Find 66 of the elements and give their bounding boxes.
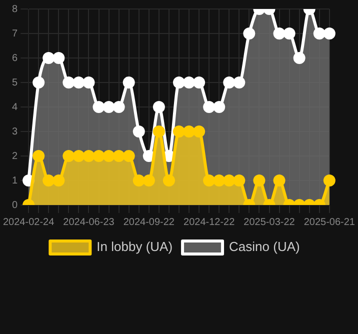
point <box>283 28 296 40</box>
y-tick-label: 1 <box>12 175 18 186</box>
point <box>142 174 155 186</box>
point <box>112 101 125 113</box>
point <box>183 76 196 88</box>
y-tick-label: 8 <box>12 4 18 15</box>
y-tick-label: 7 <box>12 28 18 40</box>
point <box>42 52 55 64</box>
y-tick-label: 3 <box>12 126 18 138</box>
point <box>72 150 85 162</box>
legend-label: In lobby (UA) <box>96 239 173 254</box>
point <box>313 28 326 40</box>
point <box>152 101 165 113</box>
point <box>203 174 216 186</box>
point <box>52 52 65 64</box>
point <box>42 174 55 186</box>
point <box>82 150 95 162</box>
y-tick-label: 2 <box>12 150 18 162</box>
point <box>32 150 45 162</box>
point <box>293 52 306 64</box>
point <box>102 101 115 113</box>
point <box>233 174 246 186</box>
point <box>233 76 246 88</box>
y-tick-label: 0 <box>12 200 18 211</box>
x-tick-label: 2025-03-22 <box>244 216 296 228</box>
point <box>173 126 185 138</box>
point <box>52 174 65 186</box>
point <box>223 76 236 88</box>
point <box>92 150 105 162</box>
point <box>152 126 165 138</box>
legend-label: Casino (UA) <box>229 239 300 254</box>
point <box>82 76 95 88</box>
point <box>243 28 256 40</box>
point <box>253 174 266 186</box>
point <box>213 101 226 113</box>
point <box>102 150 115 162</box>
point <box>62 76 75 88</box>
point <box>323 28 336 40</box>
point <box>32 76 45 88</box>
point <box>112 150 125 162</box>
point <box>203 101 216 113</box>
point <box>173 76 185 88</box>
point <box>323 174 336 186</box>
point <box>193 126 206 138</box>
x-tick-label: 2024-06-23 <box>63 216 115 228</box>
y-tick-label: 5 <box>12 77 18 88</box>
point <box>132 126 145 138</box>
y-tick-label: 6 <box>12 52 18 64</box>
point <box>132 174 145 186</box>
point <box>162 174 175 186</box>
x-tick-label: 2024-09-22 <box>123 216 175 228</box>
x-tick-label: 2024-02-24 <box>3 216 55 228</box>
point <box>92 101 105 113</box>
x-tick-label: 2024-12-22 <box>184 216 236 228</box>
y-tick-label: 4 <box>12 102 18 113</box>
point <box>122 76 135 88</box>
point <box>183 126 196 138</box>
point <box>72 76 85 88</box>
point <box>273 28 286 40</box>
point <box>193 76 206 88</box>
point <box>273 174 286 186</box>
point <box>213 174 226 186</box>
point <box>122 150 135 162</box>
point <box>62 150 75 162</box>
x-tick-label: 2025-06-21 <box>304 216 356 228</box>
point <box>223 174 236 186</box>
